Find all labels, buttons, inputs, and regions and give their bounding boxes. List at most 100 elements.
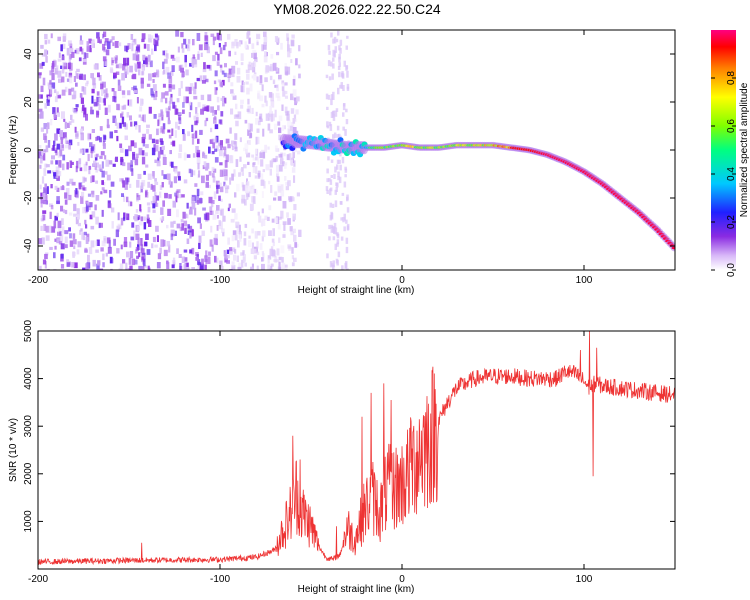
noise-cell	[246, 191, 251, 198]
noise-cell	[218, 195, 221, 201]
noise-cell	[78, 160, 81, 168]
faint-band-cell	[330, 112, 334, 118]
noise-cell	[236, 221, 240, 229]
noise-cell	[168, 134, 172, 139]
noise-cell	[97, 260, 101, 266]
noise-cell	[208, 171, 212, 176]
noise-cell	[275, 259, 279, 263]
noise-cell	[116, 103, 120, 111]
noise-cell	[55, 67, 58, 75]
noise-cell	[102, 262, 105, 268]
noise-cell	[275, 67, 279, 72]
noise-cell	[267, 146, 270, 150]
noise-cell	[202, 152, 206, 159]
noise-cell	[214, 255, 217, 263]
noise-cell	[261, 257, 264, 262]
noise-cell	[101, 187, 105, 191]
noise-cell	[64, 199, 68, 205]
noise-cell	[216, 186, 219, 194]
noise-cell	[210, 203, 214, 208]
noise-cell	[235, 120, 239, 127]
noise-cell	[86, 41, 89, 49]
noise-cell	[139, 204, 142, 212]
noise-cell	[188, 209, 193, 215]
noise-cell	[251, 52, 253, 58]
noise-cell	[182, 102, 185, 108]
noise-cell	[111, 36, 115, 41]
noise-cell	[68, 139, 73, 146]
noise-cell	[134, 49, 139, 56]
noise-cell	[66, 262, 71, 267]
noise-cell	[91, 95, 94, 104]
noise-cell	[144, 57, 148, 65]
noise-cell	[236, 228, 240, 235]
noise-cell	[216, 96, 220, 103]
noise-cell	[231, 93, 235, 97]
noise-cell	[200, 130, 203, 134]
noise-cell	[246, 108, 250, 112]
noise-cell	[111, 207, 115, 213]
noise-cell	[235, 114, 240, 118]
noise-cell	[81, 48, 84, 55]
noise-cell	[100, 83, 104, 90]
noise-cell	[283, 152, 286, 157]
noise-cell	[160, 109, 163, 117]
faint-band-cell	[334, 227, 338, 235]
noise-cell	[197, 138, 200, 144]
noise-cell	[233, 169, 236, 177]
noise-cell	[234, 213, 238, 220]
noise-cell	[225, 187, 229, 194]
noise-cell	[91, 129, 95, 133]
faint-band-cell	[339, 84, 342, 89]
noise-cell	[195, 107, 198, 115]
noise-cell	[173, 176, 178, 184]
faint-band-cell	[325, 74, 329, 79]
noise-cell	[268, 180, 271, 185]
noise-cell	[161, 170, 164, 176]
noise-cell	[130, 164, 133, 172]
noise-cell	[42, 210, 47, 214]
noise-cell	[113, 72, 117, 79]
noise-cell	[53, 172, 57, 177]
faint-band-cell	[344, 262, 347, 269]
noise-cell	[236, 76, 241, 83]
noise-cell	[73, 262, 78, 269]
noise-cell	[209, 239, 213, 247]
noise-cell	[256, 128, 260, 133]
noise-cell	[175, 108, 179, 115]
noise-cell	[53, 89, 57, 94]
noise-cell	[161, 92, 165, 99]
noise-cell	[256, 76, 259, 83]
noise-cell	[161, 114, 164, 121]
noise-cell	[45, 55, 48, 63]
noise-cell	[290, 59, 293, 63]
noise-cell	[291, 247, 294, 254]
noise-cell	[249, 83, 253, 92]
noise-cell	[212, 214, 217, 220]
noise-cell	[274, 191, 278, 196]
noise-cell	[234, 146, 238, 152]
noise-cell	[85, 224, 88, 229]
noise-cell	[140, 244, 144, 251]
noise-cell	[290, 122, 295, 129]
noise-cell	[145, 164, 149, 168]
faint-band-cell	[342, 217, 345, 223]
noise-cell	[45, 235, 50, 241]
noise-cell	[159, 191, 162, 198]
noise-cell	[121, 73, 125, 81]
noise-cell	[210, 106, 214, 113]
noise-cell	[75, 82, 78, 87]
faint-band-cell	[346, 207, 350, 213]
noise-cell	[189, 232, 192, 239]
noise-cell	[294, 242, 298, 248]
noise-cell	[41, 61, 45, 66]
noise-cell	[49, 80, 51, 87]
noise-cell	[83, 107, 87, 115]
noise-cell	[238, 41, 241, 47]
noise-cell	[259, 75, 263, 84]
noise-cell	[282, 125, 286, 130]
noise-cell	[220, 208, 224, 216]
noise-cell	[292, 127, 297, 135]
noise-cell	[162, 239, 166, 247]
colorbar-ticks: 0.00.20.40.60.8	[711, 71, 737, 277]
